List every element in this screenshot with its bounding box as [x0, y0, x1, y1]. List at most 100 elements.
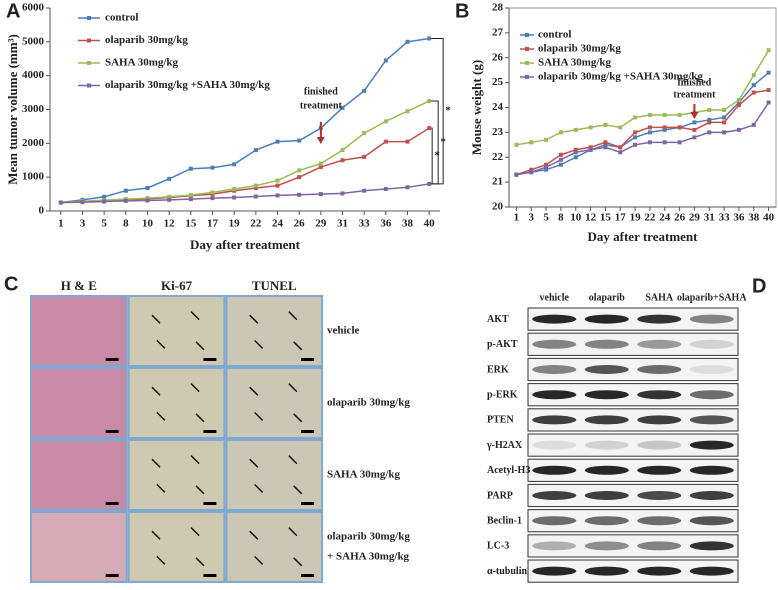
- point-marker: [751, 73, 756, 78]
- arrow: [195, 413, 205, 423]
- row-label: AKT: [487, 314, 509, 325]
- legend-label: control: [105, 12, 138, 24]
- scale-bar: [105, 430, 119, 433]
- arrow: [254, 339, 264, 349]
- blot-band: [637, 465, 682, 475]
- point-marker: [58, 200, 63, 205]
- micrograph: [225, 511, 324, 583]
- blot-band: [689, 314, 734, 324]
- arrow: [156, 411, 166, 421]
- y-tick-label: 26: [492, 51, 504, 63]
- legend-marker: [525, 61, 529, 65]
- legend-label: control: [538, 29, 571, 41]
- annotation-arrowhead: [316, 137, 325, 144]
- blot-band: [532, 339, 577, 349]
- point-marker: [766, 48, 771, 53]
- blot-band: [584, 314, 629, 324]
- blot-band: [532, 415, 577, 425]
- blot-band: [532, 516, 577, 526]
- y-tick-label: 27: [492, 26, 504, 38]
- x-tick-label: 12: [585, 212, 597, 224]
- point-marker: [633, 130, 638, 135]
- point-marker: [647, 125, 652, 130]
- point-marker: [588, 147, 593, 152]
- series-line: [516, 102, 770, 176]
- point-marker: [751, 122, 756, 127]
- point-marker: [677, 125, 682, 130]
- arrow: [288, 383, 298, 393]
- point-marker: [102, 199, 107, 204]
- arrow: [293, 341, 303, 351]
- blot-band: [689, 339, 734, 349]
- row-label: + SAHA 30mg/kg: [327, 551, 410, 563]
- arrow: [190, 527, 200, 537]
- blot-strip: [527, 559, 739, 583]
- blot-band: [584, 365, 629, 374]
- point-marker: [677, 140, 682, 145]
- point-marker: [145, 185, 150, 190]
- significance-bracket: [431, 127, 433, 185]
- micrograph: [127, 439, 226, 511]
- x-axis-label: Day after treatment: [190, 237, 301, 252]
- point-marker: [544, 137, 549, 142]
- series-line: [516, 89, 769, 176]
- y-tick-label: 3000: [22, 103, 45, 115]
- annotation-arrowhead: [690, 112, 699, 119]
- point-marker: [662, 125, 667, 130]
- point-marker: [529, 140, 534, 145]
- arrow: [249, 314, 259, 324]
- x-tick-label: 33: [719, 212, 731, 224]
- legend-label: olaparib 30mg/kg: [538, 43, 621, 55]
- point-marker: [362, 188, 367, 193]
- row-label: SAHA 30mg/kg: [327, 469, 401, 481]
- annotation: finished: [677, 77, 711, 88]
- x-tick-label: 24: [659, 212, 671, 224]
- y-tick-label: 4000: [22, 69, 45, 81]
- scale-bar: [203, 574, 217, 577]
- point-marker: [383, 187, 388, 192]
- micrograph: [225, 295, 324, 367]
- annotation: treatment: [673, 89, 716, 100]
- point-marker: [362, 131, 367, 136]
- point-marker: [722, 107, 727, 112]
- legend-marker: [87, 38, 91, 43]
- blot-band: [584, 566, 629, 576]
- y-tick-label: 22: [492, 151, 504, 163]
- legend-marker: [87, 83, 91, 88]
- row-label: p-AKT: [487, 339, 518, 350]
- point-marker: [588, 125, 593, 130]
- arrow: [288, 527, 298, 537]
- micrograph: [127, 367, 226, 439]
- arrow: [151, 386, 161, 396]
- blot-band: [689, 516, 734, 526]
- blot-strip: [527, 534, 739, 558]
- point-marker: [383, 119, 388, 124]
- point-marker: [297, 192, 302, 197]
- scale-bar: [301, 502, 315, 505]
- x-tick-label: 22: [644, 212, 656, 224]
- blot-band: [637, 339, 682, 349]
- legend-marker: [87, 61, 91, 65]
- y-tick-label: 5000: [22, 35, 45, 47]
- arrow: [190, 311, 200, 321]
- x-tick-label: 1: [58, 218, 64, 230]
- blot-band: [637, 566, 682, 576]
- point-marker: [558, 130, 563, 135]
- blot-band: [584, 339, 629, 349]
- y-tick-label: 21: [492, 176, 503, 188]
- arrow: [151, 314, 161, 324]
- legend-marker: [525, 47, 529, 51]
- blot-strip: [527, 357, 739, 382]
- point-marker: [210, 196, 215, 201]
- point-marker: [318, 192, 323, 197]
- micrograph: [127, 295, 226, 367]
- arrow: [156, 339, 166, 349]
- point-marker: [677, 112, 682, 117]
- point-marker: [383, 139, 388, 144]
- series-line: [60, 100, 430, 204]
- legend-label: SAHA 30mg/kg: [105, 57, 179, 69]
- x-tick-label: 10: [142, 218, 154, 230]
- row-label: γ-H2AX: [486, 440, 523, 451]
- x-tick-label: 19: [630, 212, 642, 224]
- point-marker: [297, 138, 302, 143]
